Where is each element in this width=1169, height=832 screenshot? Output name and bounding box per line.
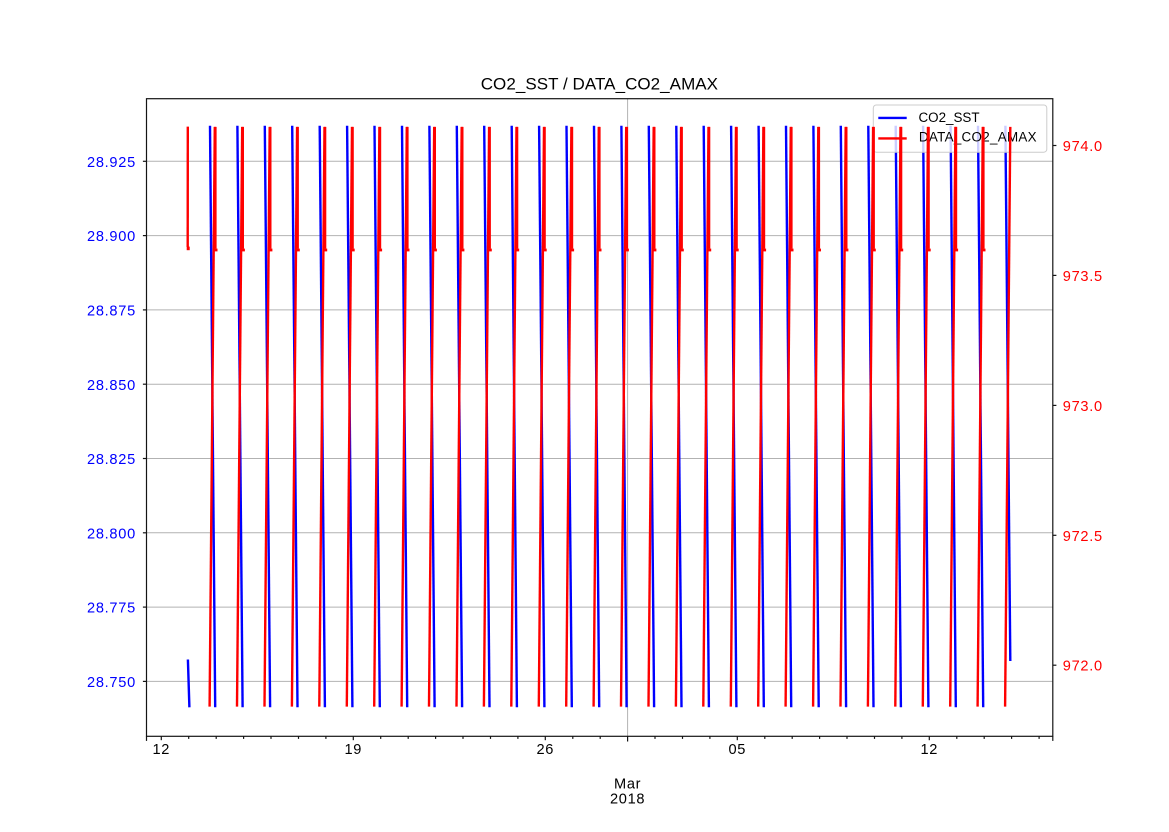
svg-text:972.0: 972.0 — [1063, 659, 1103, 675]
svg-text:28.775: 28.775 — [87, 601, 136, 617]
svg-text:28.825: 28.825 — [87, 452, 136, 468]
svg-text:26: 26 — [536, 742, 554, 758]
svg-text:28.925: 28.925 — [87, 155, 136, 171]
svg-text:DATA_CO2_AMAX: DATA_CO2_AMAX — [919, 129, 1037, 144]
svg-text:28.900: 28.900 — [87, 229, 136, 245]
svg-text:973.0: 973.0 — [1063, 399, 1103, 415]
svg-text:28.750: 28.750 — [87, 675, 136, 691]
svg-text:Mar: Mar — [614, 777, 641, 793]
svg-text:972.5: 972.5 — [1063, 529, 1103, 545]
svg-text:974.0: 974.0 — [1063, 139, 1103, 155]
svg-text:19: 19 — [344, 742, 362, 758]
svg-text:05: 05 — [728, 742, 746, 758]
svg-text:28.850: 28.850 — [87, 378, 136, 394]
svg-text:12: 12 — [152, 742, 170, 758]
svg-text:28.875: 28.875 — [87, 304, 136, 320]
svg-text:12: 12 — [920, 742, 938, 758]
svg-text:973.5: 973.5 — [1063, 269, 1103, 285]
svg-text:CO2_SST / DATA_CO2_AMAX: CO2_SST / DATA_CO2_AMAX — [481, 75, 718, 94]
svg-text:CO2_SST: CO2_SST — [919, 110, 980, 125]
svg-text:28.800: 28.800 — [87, 526, 136, 542]
svg-text:2018: 2018 — [610, 792, 645, 808]
